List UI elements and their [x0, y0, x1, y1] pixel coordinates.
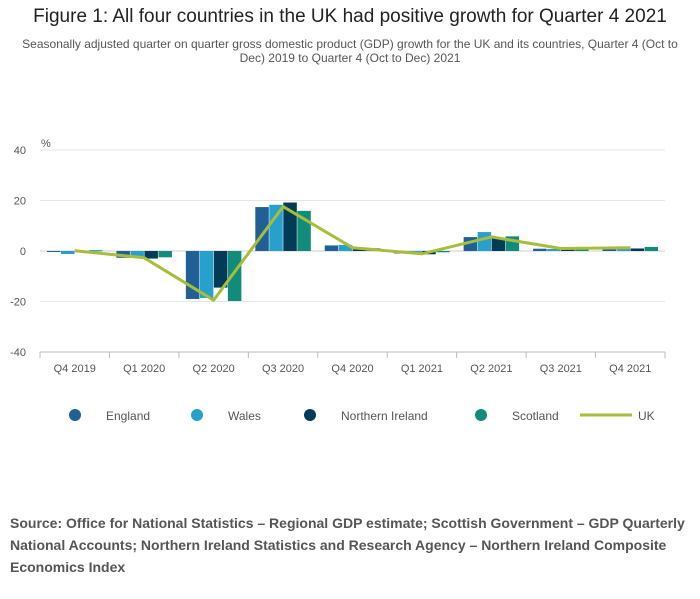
legend-marker-scotland: [475, 409, 487, 421]
bar-scotland: [227, 251, 242, 301]
bar-wales: [338, 244, 353, 251]
y-tick-label: -20: [10, 297, 26, 309]
chart: 40 20 0 -20 -40% Q4 2019 Q1 2020 Q2 2020 Q3 202…: [10, 138, 666, 423]
bar-northern-ireland: [283, 202, 297, 251]
x-tick-label: Q1 2021: [401, 363, 443, 375]
legend-label-uk: UK: [638, 409, 655, 423]
bar-scotland: [158, 251, 172, 258]
y-tick-label: 40: [14, 145, 26, 157]
bar-england: [533, 248, 547, 251]
line-uk: [74, 205, 631, 302]
bar-scotland: [88, 250, 103, 252]
bar-wales: [477, 232, 492, 251]
y-axis-label: %: [41, 138, 51, 150]
bar-wales: [616, 248, 631, 251]
y-axis: 40 20 0 -20 -40%: [10, 138, 51, 359]
x-tick-label: Q3 2020: [262, 363, 304, 375]
bar-scotland: [436, 251, 450, 253]
series-lines: [74, 205, 631, 302]
bar-northern-ireland: [213, 251, 228, 288]
legend: England Wales Northern Ireland Scotland UK: [69, 409, 655, 423]
legend-marker-england: [69, 409, 81, 421]
y-tick-label: 0: [20, 246, 26, 258]
bar-england: [46, 251, 61, 252]
bar-northern-ireland: [630, 248, 645, 251]
source-note: Source: Office for National Statistics –…: [10, 515, 685, 575]
x-tick-label: Q2 2021: [470, 363, 512, 375]
chart-subtitle: Seasonally adjusted quarter on quarter g…: [22, 37, 678, 65]
bar-scotland: [575, 249, 589, 251]
bar-england: [602, 247, 617, 251]
bar-wales: [547, 248, 561, 251]
y-tick-label: -40: [10, 347, 26, 359]
legend-label-scotland: Scotland: [512, 409, 559, 423]
bar-northern-ireland: [352, 249, 367, 251]
bar-northern-ireland: [561, 249, 575, 251]
x-tick-label: Q4 2020: [331, 363, 373, 375]
legend-label-northern-ireland: Northern Ireland: [341, 409, 428, 423]
bar-wales: [130, 251, 144, 257]
bar-england: [324, 245, 339, 251]
bar-wales: [199, 251, 214, 298]
legend-marker-northern-ireland: [304, 409, 316, 421]
bar-wales: [60, 251, 75, 255]
bar-northern-ireland: [144, 251, 158, 259]
legend-label-england: England: [106, 409, 150, 423]
x-tick-label: Q4 2021: [609, 363, 651, 375]
legend-marker-wales: [191, 409, 203, 421]
x-tick-label: Q3 2021: [540, 363, 582, 375]
x-axis: Q4 2019 Q1 2020 Q2 2020 Q3 2020 Q4 2020 Q1 20…: [39, 351, 666, 375]
chart-title: Figure 1: All four countries in the UK h…: [33, 6, 667, 27]
bars: [46, 202, 659, 301]
x-tick-label: Q4 2019: [54, 363, 96, 375]
x-tick-label: Q2 2020: [193, 363, 235, 375]
bar-northern-ireland: [491, 237, 506, 251]
legend-label-wales: Wales: [228, 409, 261, 423]
bar-wales: [269, 204, 283, 251]
y-tick-label: 20: [14, 196, 26, 208]
x-tick-label: Q1 2020: [123, 363, 165, 375]
bar-scotland: [644, 246, 659, 251]
